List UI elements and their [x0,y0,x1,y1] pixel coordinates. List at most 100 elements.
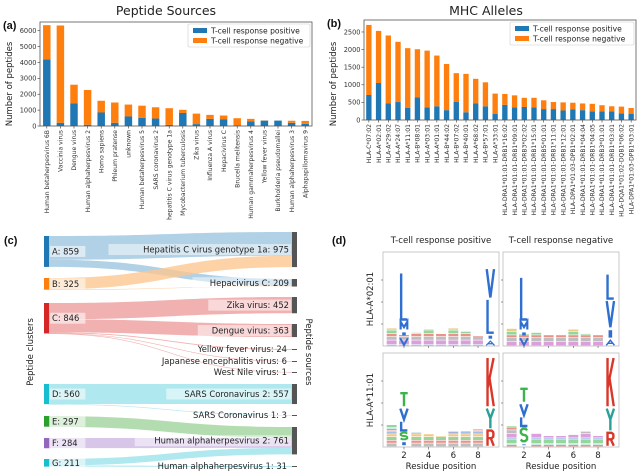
bar-positive [151,118,160,126]
logo-minor-letter [543,341,554,346]
logo-minor-letter [411,344,422,346]
x-tick-label: HLA-DQA1*01:02-DQB1*06:02 [619,124,626,217]
bar-negative [151,107,160,119]
x-tick-label: HLA-DRA1*01:01-DRB3*02:02 [521,124,528,216]
x-tick-label: 2 [401,451,406,461]
sequence-logo [381,251,500,348]
logo-letter-V [399,337,409,348]
logo-minor-letter [399,336,409,340]
logo-minor-letter [436,443,446,447]
cluster-node-D [44,384,49,405]
bar-positive [124,116,133,126]
bar-negative [521,97,527,107]
logo-minor-letter [436,436,446,437]
logo-minor-letter [556,445,566,447]
x-tick-label: 8 [475,451,480,461]
logo-minor-letter [386,340,397,345]
x-tick-label: 8 [595,451,600,461]
logo-minor-letter [568,329,579,331]
logo-minor-letter [448,330,459,334]
bar-negative [124,104,133,117]
sequence-logos: T-cell response positive T-cell response … [366,236,620,472]
x-tick-label: Human alphaherpesvirus 2 [85,130,92,212]
bar-positive [473,103,479,120]
x-tick-label: Human alphaherpesvirus 3 [289,130,296,212]
x-tick-label: HLA-DPA1*01:03-DPB1*02:01 [570,124,577,214]
logo-minor-letter [519,335,529,338]
logo-minor-letter [399,340,409,345]
x-tick-label: HLA-A*01:01 [434,124,441,163]
bar-positive [560,110,566,120]
logo-minor-letter [411,340,422,345]
logo-minor-letter [436,344,446,346]
logo-minor-letter [556,341,566,346]
y-tick-label: 2500 [344,28,361,36]
cluster-label-bg [50,457,86,469]
source-label: West Nile virus: 1 [214,367,287,377]
bar-chart-mhc-alleles: HLA-C*07:02 HLA-A*02:01 HLA-A*29:02 HLA-A*2… [329,19,637,217]
source-node-YF [292,349,297,350]
cluster-node-E [44,416,49,427]
logo-minor-letter [473,443,483,447]
logo-letter-L [399,421,408,432]
bar-positive [589,111,595,120]
x-tick-label: HLA-A*33:01 [492,124,499,163]
bar-positive [482,106,489,120]
x-tick-label: Mycobacterium tuberculosis [180,130,187,216]
x-tick-label: HLA-DRA1*01:01-DRB1*11:01 [551,124,558,216]
logo-letter-S [519,427,529,443]
logo-minor-letter [506,433,517,438]
x-tick-label: HLA-A*11:01 [405,124,412,163]
bar-positive [511,107,518,120]
logo-letter-V [519,337,529,348]
logo-minor-letter [506,430,517,434]
logo-minor-letter [473,432,483,434]
logo-minor-letter [411,334,422,337]
bar-positive [247,121,255,126]
sankey-link-B-HepC [49,286,292,290]
logo-minor-letter [543,338,554,341]
chart-title-a: Peptide Sources [116,3,216,18]
bar-negative [628,108,634,114]
logo-minor-letter [386,429,397,431]
logo-minor-letter [423,340,434,345]
logo-minor-letter [473,437,483,440]
logo-minor-letter [506,445,517,447]
x-tick-label: Homo sapiens [98,130,105,173]
bar-positive [97,112,105,126]
bar-positive [43,59,51,127]
bar-negative [511,95,518,108]
bar-positive [179,112,187,126]
x-tick-label: Zika virus [194,130,201,160]
logo-minor-letter [386,334,397,337]
logo-letter-L [399,273,408,321]
logo-minor-letter [386,328,397,330]
logo-minor-letter [580,439,591,444]
x-tick-label: HLA-DRA1*01:01-DRB1*16:02 [502,124,509,216]
logo-minor-letter [386,336,397,340]
logo-minor-letter [531,443,542,445]
bar-negative [385,35,391,104]
logo-minor-letter [543,335,554,338]
logo-minor-letter [460,431,471,432]
sankey-link-G-HAHV1 [49,465,292,468]
logo-minor-letter [460,331,471,334]
logo-letter-A [485,340,495,346]
bar-negative [434,55,440,107]
logo-minor-letter [580,443,591,445]
logo-minor-letter [580,438,591,439]
x-tick-label: Hepacivirus C [221,130,228,172]
source-label: Japanese encephalitis virus: 6 [161,356,287,366]
sankey-link-E-HAHV2 [49,416,292,438]
logo-minor-letter [593,335,603,338]
logo-minor-letter [580,445,591,447]
logo-minor-letter [531,332,542,335]
logo-minor-letter [531,335,542,338]
logo-minor-letter [423,443,434,447]
y-axis-label: Number of peptides [5,41,15,126]
panel-label-c: (c) [4,235,18,247]
logo-minor-letter [436,336,446,340]
logo-minor-letter [423,344,434,346]
x-tick-label: Human gammaherpesvirus 4 [248,130,255,219]
bar-negative [43,25,51,60]
